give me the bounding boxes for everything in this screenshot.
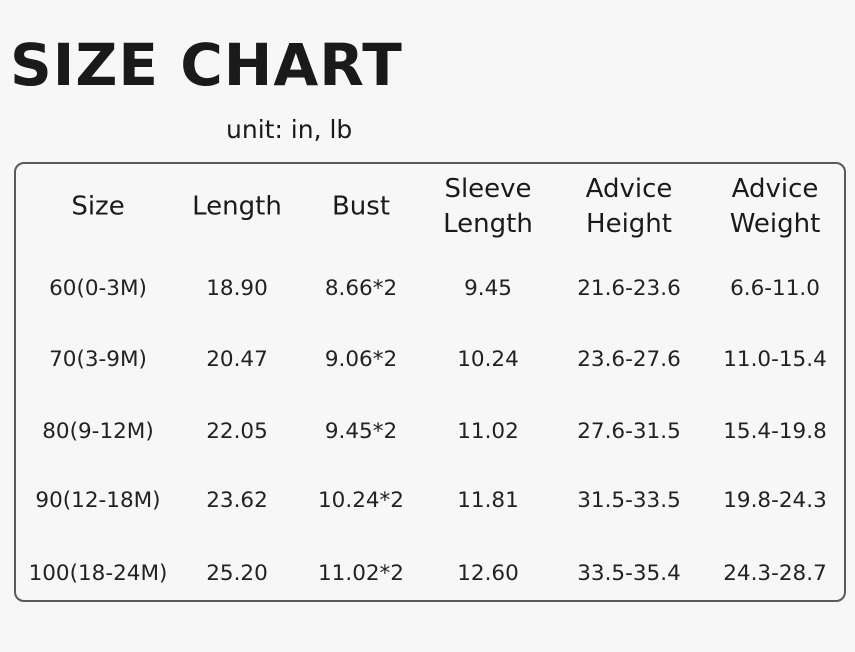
table-cell: 22.05 — [206, 419, 268, 444]
table-cell: 31.5-33.5 — [577, 488, 681, 513]
table-cell: 10.24*2 — [318, 488, 404, 513]
table-cell: 18.90 — [206, 276, 268, 301]
column-header: Bust — [332, 190, 390, 225]
table-cell: 9.45*2 — [324, 419, 398, 444]
size-table-border — [14, 162, 846, 602]
column-header: Sleeve Length — [443, 172, 533, 242]
table-cell: 23.6-27.6 — [577, 347, 681, 372]
table-cell: 25.20 — [206, 561, 268, 586]
column-header: Size — [71, 190, 124, 225]
page-title: SIZE CHART — [10, 31, 403, 99]
column-header-line: Advice — [585, 174, 673, 204]
table-cell: 90(12-18M) — [35, 488, 161, 513]
column-header: Advice Weight — [730, 172, 821, 242]
column-header-line: Length — [192, 191, 282, 222]
table-cell: 8.66*2 — [324, 276, 398, 301]
table-cell: 80(9-12M) — [42, 419, 154, 444]
table-cell: 23.62 — [206, 488, 268, 513]
table-cell: 27.6-31.5 — [577, 419, 681, 444]
table-cell: 9.06*2 — [324, 347, 398, 372]
column-header-line: Length — [443, 209, 533, 239]
column-header-line: Advice — [731, 174, 819, 204]
column-header-line: Size — [71, 191, 125, 222]
table-cell: 11.02 — [457, 419, 519, 444]
table-cell: 15.4-19.8 — [723, 419, 827, 444]
table-cell: 60(0-3M) — [49, 276, 147, 301]
table-cell: 11.81 — [457, 488, 519, 513]
table-cell: 100(18-24M) — [28, 561, 168, 586]
table-cell: 20.47 — [206, 347, 268, 372]
table-cell: 11.0-15.4 — [723, 347, 827, 372]
column-header-line: Bust — [331, 191, 391, 222]
table-cell: 10.24 — [457, 347, 519, 372]
unit-label: unit: in, lb — [226, 115, 353, 144]
column-header: Advice Height — [586, 172, 673, 242]
table-cell: 11.02*2 — [318, 561, 404, 586]
table-cell: 9.45 — [464, 276, 512, 301]
column-header-line: Sleeve — [444, 174, 532, 204]
table-cell: 6.6-11.0 — [730, 276, 820, 301]
column-header: Length — [192, 190, 282, 225]
table-cell: 70(3-9M) — [49, 347, 147, 372]
column-header-line: Weight — [729, 209, 821, 239]
table-cell: 12.60 — [457, 561, 519, 586]
table-cell: 33.5-35.4 — [577, 561, 681, 586]
table-cell: 24.3-28.7 — [723, 561, 827, 586]
table-cell: 21.6-23.6 — [577, 276, 681, 301]
column-header-line: Height — [586, 209, 672, 239]
table-cell: 19.8-24.3 — [723, 488, 827, 513]
